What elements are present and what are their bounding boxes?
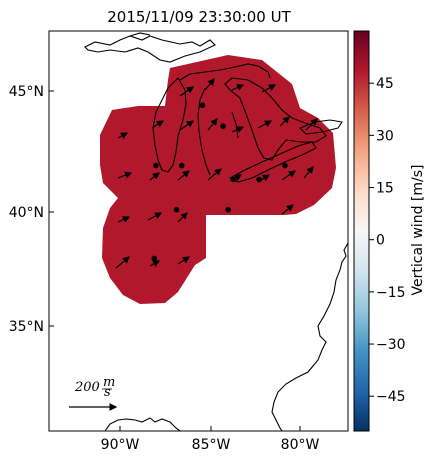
colorbar-tick-label: −30	[376, 337, 406, 353]
wind-vector-arrow	[115, 256, 130, 269]
colorbar-tick-label: −15	[376, 285, 406, 301]
station-marker	[256, 176, 262, 183]
colorbar: 45 30 15 0 −15 −30 −45	[353, 30, 406, 432]
scale-arrow: 200 m s	[69, 375, 118, 411]
axis-ticks: 45°N 40°N 35°N 90°W 85°W 80°W	[9, 84, 320, 453]
vertical-wind-field	[100, 55, 336, 304]
wind-vector-arrow	[177, 170, 190, 181]
wind-vector-arrow	[261, 84, 277, 93]
colorbar-tick-label: −45	[376, 389, 406, 405]
map-title: 2015/11/09 23:30:00 UT	[107, 8, 291, 26]
wind-vector-arrow	[179, 86, 194, 97]
wind-vector-arrow	[204, 78, 215, 91]
colorbar-tick-label: 0	[376, 233, 385, 249]
wind-vector-arrow	[147, 212, 163, 221]
coastlines	[84, 32, 348, 431]
wind-vector-arrow	[177, 212, 188, 223]
wind-vector-arrow	[207, 118, 218, 131]
wind-vector-arrow	[281, 170, 296, 181]
lon-tick-label: 80°W	[281, 437, 320, 453]
colorbar-label: Vertical wind [m/s]	[410, 164, 426, 296]
station-marker	[225, 206, 231, 213]
wind-vector-arrow	[149, 260, 161, 268]
station-marker	[173, 206, 180, 213]
wind-vector-arrow	[281, 204, 294, 215]
colorbar-tick-label: 15	[376, 181, 394, 197]
scale-arrow-value: 200	[74, 380, 100, 395]
wind-vector-arrow	[177, 256, 191, 265]
wind-vector-arrow	[207, 168, 222, 181]
station-marker	[230, 176, 237, 183]
wind-vector-arrow	[117, 132, 129, 140]
station-marker	[178, 162, 185, 169]
station-marker	[220, 123, 226, 129]
lon-tick-label: 85°W	[192, 437, 231, 453]
wind-vector-arrow	[179, 120, 194, 131]
map-frame	[48, 30, 349, 432]
lon-tick-label: 90°W	[101, 437, 140, 453]
station-markers	[151, 102, 288, 262]
wind-vector-arrow	[151, 120, 165, 129]
wind-vector-arrow	[231, 126, 245, 133]
station-marker	[151, 255, 158, 262]
scale-arrow-unit-num: m	[103, 375, 115, 390]
lat-tick-label: 35°N	[9, 319, 44, 335]
wind-vector-arrow	[231, 84, 245, 91]
station-marker	[282, 162, 288, 169]
wind-vector-arrow	[305, 118, 318, 131]
wind-vectors	[115, 78, 318, 269]
wind-vector-arrow	[117, 171, 133, 179]
station-marker	[153, 162, 159, 169]
wind-vector-arrow	[279, 116, 290, 127]
colorbar-gradient	[353, 30, 370, 432]
wind-vector-arrow	[149, 172, 160, 181]
lat-tick-label: 45°N	[9, 84, 44, 100]
colorbar-tick-label: 30	[376, 128, 394, 144]
lat-tick-label: 40°N	[9, 205, 44, 221]
station-marker	[199, 102, 206, 109]
wind-vector-arrow	[303, 166, 314, 179]
wind-vector-arrow	[257, 120, 273, 129]
scale-arrow-unit-den: s	[104, 385, 111, 400]
wind-vector-arrow	[117, 216, 131, 223]
colorbar-tick-label: 45	[376, 76, 394, 92]
